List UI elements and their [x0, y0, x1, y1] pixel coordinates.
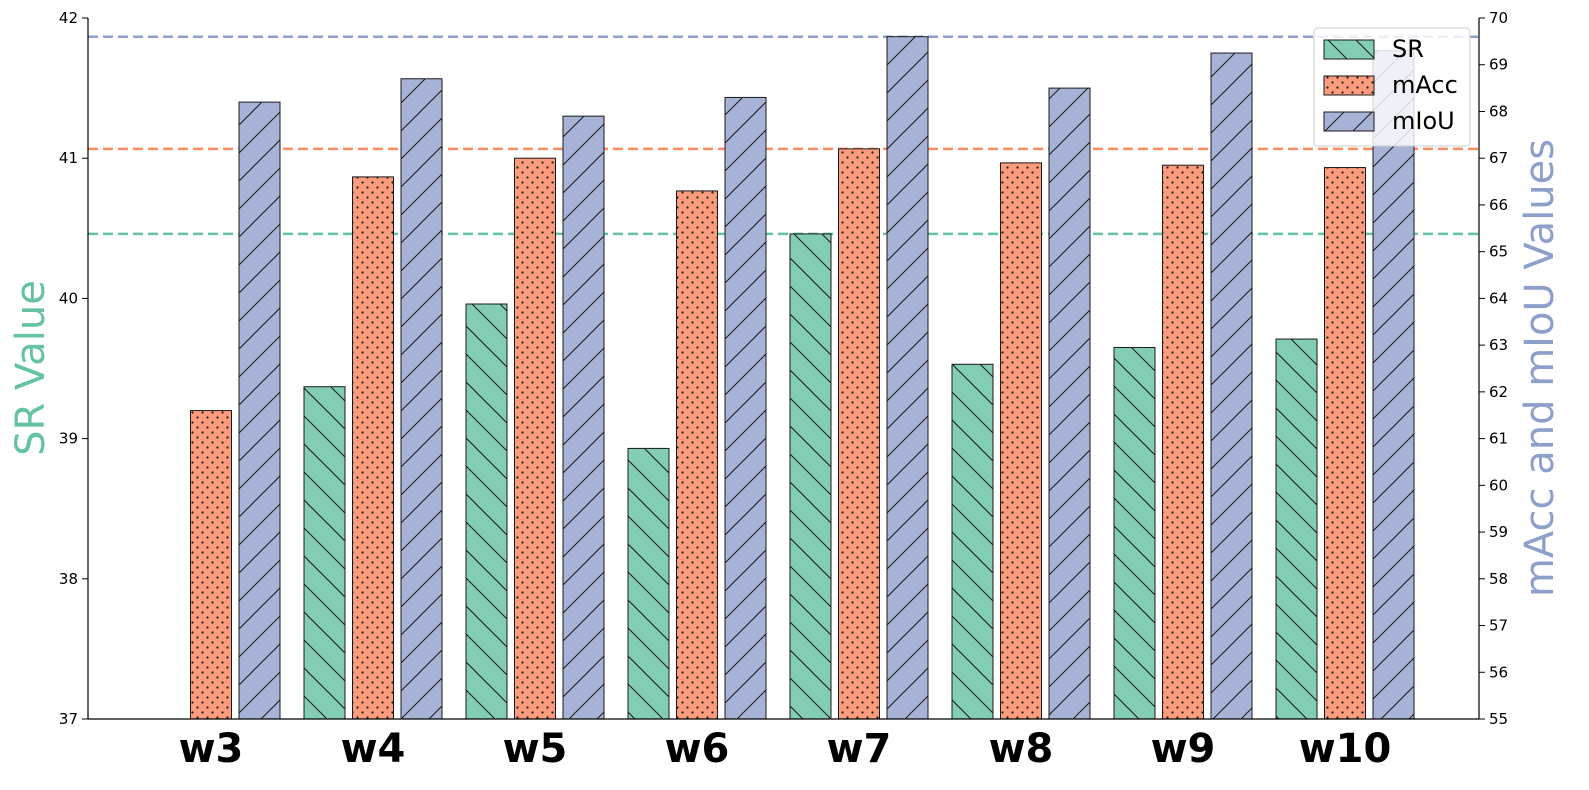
axes-layer: 37 38 39 40 41 42 55 56 57 58 59 60 61 62 63 64 65 66 67 68…: [59, 9, 1508, 728]
legend-label: mAcc: [1392, 71, 1458, 99]
left-axis-title: SR Value: [8, 280, 54, 456]
right-tick-label: 59: [1489, 523, 1508, 541]
bar-mAcc-w9: [1162, 164, 1204, 720]
bar-mIoU-w7: [886, 36, 929, 720]
right-tick-label: 61: [1489, 430, 1508, 448]
right-tick-label: 66: [1489, 196, 1508, 214]
bar-mAcc-w4: [352, 176, 394, 720]
right-tick-label: 70: [1489, 9, 1508, 27]
bar-mIoU-w6: [724, 96, 767, 720]
right-tick-label: 55: [1489, 710, 1508, 728]
legend-item-SR: SR: [1323, 35, 1424, 63]
legend: SR mAcc mIoU: [1313, 27, 1471, 147]
legend-item-mIoU: mIoU: [1323, 107, 1455, 135]
right-tick-label: 57: [1489, 617, 1508, 635]
bar-SR-w9: [1113, 346, 1156, 720]
right-tick-label: 60: [1489, 476, 1508, 494]
right-tick-label: 56: [1489, 663, 1508, 681]
x-tick-label: w7: [827, 726, 892, 772]
bar-mIoU-w9: [1210, 52, 1253, 720]
x-tick-label: w5: [503, 726, 568, 772]
legend-item-mAcc: mAcc: [1323, 71, 1458, 99]
bar-SR-w6: [627, 447, 670, 720]
right-tick-label: 68: [1489, 102, 1508, 120]
bar-SR-w4: [303, 386, 346, 720]
right-axis-title: mAcc and mIoU Values: [1517, 139, 1563, 597]
bar-mIoU-w3: [238, 101, 281, 720]
bar-mIoU-w4: [400, 78, 443, 720]
bar-SR-w7: [789, 233, 832, 720]
left-tick-label: 42: [59, 9, 78, 27]
right-tick-label: 63: [1489, 336, 1508, 354]
right-tick-label: 65: [1489, 243, 1508, 261]
bar-mAcc-w3: [190, 410, 232, 720]
right-tick-label: 58: [1489, 570, 1508, 588]
right-tick-label: 62: [1489, 383, 1508, 401]
bars-layer: w3 w4 w5 w6 w7 w8 w9 w10: [179, 36, 1415, 772]
bar-mAcc-w5: [514, 157, 556, 720]
bar-mIoU-w5: [562, 115, 605, 720]
x-tick-label: w8: [989, 726, 1054, 772]
bar-mAcc-w6: [676, 190, 718, 720]
left-tick-label: 40: [59, 289, 78, 307]
bar-SR-w5: [465, 303, 508, 720]
x-tick-label: w4: [341, 726, 406, 772]
x-tick-label: w6: [665, 726, 730, 772]
x-tick-label: w10: [1299, 726, 1392, 772]
bar-mIoU-w8: [1048, 87, 1091, 720]
bar-mAcc-w10: [1324, 167, 1366, 720]
legend-label: SR: [1392, 35, 1424, 63]
bar-mAcc-w8: [1000, 162, 1042, 720]
x-tick-label: w3: [179, 726, 244, 772]
x-tick-label: w9: [1151, 726, 1216, 772]
right-tick-label: 67: [1489, 149, 1508, 167]
reference-lines: [88, 35, 1479, 236]
left-tick-label: 38: [59, 570, 78, 588]
left-tick-label: 41: [59, 149, 78, 167]
left-tick-label: 39: [59, 430, 78, 448]
bar-SR-w8: [951, 363, 994, 720]
legend-label: mIoU: [1392, 107, 1455, 135]
bar-mIoU-w10: [1372, 50, 1415, 720]
right-tick-label: 69: [1489, 56, 1508, 74]
right-tick-label: 64: [1489, 289, 1508, 307]
left-tick-label: 37: [59, 710, 78, 728]
bar-SR-w10: [1275, 338, 1318, 720]
bar-mAcc-w7: [838, 148, 880, 720]
